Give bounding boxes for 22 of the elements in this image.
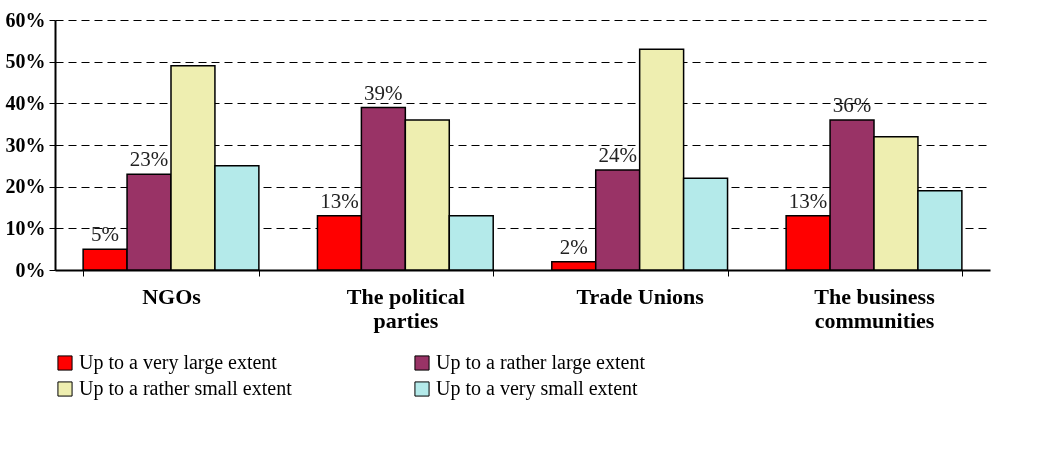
legend-label: Up to a very small extent: [436, 377, 639, 400]
x-tick-label: NGOs: [142, 283, 202, 309]
data-label: 5%: [91, 222, 120, 247]
data-label: 2%: [559, 234, 588, 259]
y-tick-label: 30%: [5, 133, 46, 156]
x-tick-label: The business communities: [814, 283, 936, 333]
y-tick-label: 60%: [5, 8, 46, 31]
data-label: 13%: [788, 188, 828, 213]
legend-label: Up to a rather small extent: [79, 377, 293, 400]
data-label: 13%: [320, 188, 359, 213]
y-tick-label: 40%: [5, 91, 46, 114]
data-label: 24%: [598, 143, 637, 167]
data-label: 39%: [364, 80, 403, 105]
legend-label: Up to a rather large extent: [436, 351, 646, 374]
x-tick-label: The political parties: [346, 283, 465, 333]
y-tick-label: 20%: [5, 175, 46, 198]
y-tick-label: 10%: [5, 216, 46, 239]
legend-label: Up to a very large extent: [79, 351, 278, 374]
x-tick-label: Trade Unions: [576, 283, 705, 309]
data-label: 23%: [129, 147, 169, 172]
y-tick-label: 0%: [15, 258, 46, 281]
y-tick-label: 50%: [5, 50, 46, 73]
